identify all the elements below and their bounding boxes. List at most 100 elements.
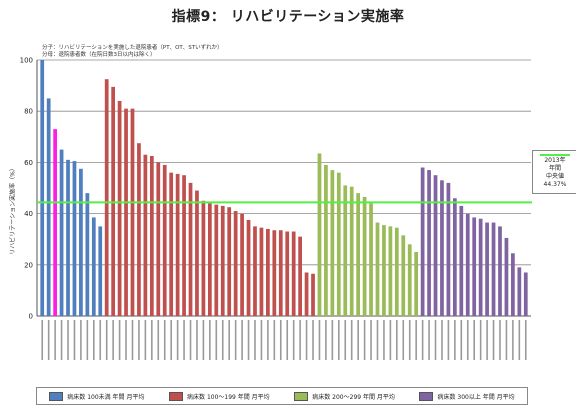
x-tick-label-placeholder — [189, 320, 192, 360]
x-tick-label-placeholder — [247, 320, 250, 360]
x-tick-label-placeholder — [138, 320, 140, 360]
x-tick-label-placeholder — [499, 320, 501, 360]
x-tick-label-placeholder — [279, 320, 282, 360]
bar-purple — [433, 175, 438, 316]
bar-purple — [427, 170, 431, 316]
bar-red — [246, 220, 251, 316]
x-tick-label-placeholder — [131, 320, 134, 360]
numerator-note: 分子：リハビリテーションを実施した退院患者（PT、OT、STいずれか） — [42, 45, 223, 51]
x-tick-label-placeholder — [260, 320, 263, 360]
legend-swatch-green — [294, 391, 309, 401]
bar-purple — [491, 222, 496, 316]
x-tick-label-placeholder — [434, 320, 437, 360]
x-tick-label-placeholder — [486, 320, 488, 360]
x-tick-label-placeholder — [67, 320, 69, 360]
legend-label-blue: 病床数 100未満 年間 月平均 — [67, 393, 145, 401]
x-tick-label-placeholder — [396, 320, 398, 360]
bar-green — [356, 193, 361, 316]
bar-red — [272, 230, 277, 316]
bar-red — [291, 231, 296, 316]
x-tick-label-placeholder — [505, 320, 508, 360]
x-tick-label-placeholder — [209, 320, 211, 360]
x-tick-label-placeholder — [512, 320, 514, 360]
x-tick-label-placeholder — [144, 320, 147, 360]
x-tick-label-placeholder — [176, 320, 179, 360]
chart-title: 指標9： リハビリテーション実施率 — [171, 9, 405, 25]
bar-green — [330, 170, 335, 316]
x-tick-label-placeholder — [41, 320, 44, 360]
bar-green — [382, 225, 386, 316]
bar-red — [201, 200, 206, 316]
bar-red — [169, 172, 174, 316]
legend-label-purple: 病床数 300以上 年間 月平均 — [437, 393, 515, 401]
legend: 病床数 100未満 年間 月平均 病床数 100〜199 年間 月平均 病床数 … — [36, 387, 528, 405]
bar-blue — [85, 193, 90, 316]
bar-green — [324, 164, 328, 316]
bar-purple — [478, 218, 483, 316]
bar-blue — [40, 60, 45, 316]
x-tick-label-placeholder — [363, 320, 366, 360]
x-tick-label-placeholder — [254, 320, 256, 360]
bar-red — [220, 205, 225, 316]
bar-red — [130, 108, 135, 316]
y-tick-label: 60 — [24, 159, 33, 167]
x-tick-label-placeholder — [267, 320, 269, 360]
x-tick-label-placeholder — [518, 320, 521, 360]
bar-blue — [79, 168, 83, 316]
bar-red — [214, 204, 219, 316]
y-tick-label: 100 — [20, 57, 33, 65]
x-tick-label-placeholder — [466, 320, 469, 360]
bar-blue — [91, 217, 96, 316]
bar-green — [414, 252, 419, 316]
bar-red — [233, 211, 238, 316]
x-tick-label-placeholder — [524, 320, 527, 360]
bar-red — [117, 100, 122, 317]
y-tick-label: 0 — [29, 313, 33, 321]
x-tick-label-placeholder — [86, 320, 89, 360]
x-tick-label-placeholder — [325, 320, 327, 360]
bar-blue — [98, 226, 103, 316]
bar-purple — [459, 205, 464, 316]
x-tick-label-placeholder — [370, 320, 372, 360]
median-period: 年間 — [548, 165, 561, 172]
x-tick-label-placeholder — [163, 320, 166, 360]
x-tick-label-placeholder — [105, 320, 108, 360]
x-tick-label-placeholder — [421, 320, 424, 360]
bar-red — [149, 156, 154, 316]
bar-red — [259, 227, 264, 316]
bar-purple — [517, 267, 522, 316]
bar-blue — [66, 159, 70, 316]
x-tick-label-placeholder — [479, 320, 482, 360]
x-tick-label-placeholder — [312, 320, 314, 360]
x-tick-label-placeholder — [170, 320, 172, 360]
x-tick-label-placeholder — [286, 320, 289, 360]
x-tick-label-placeholder — [338, 320, 340, 360]
x-tick-label-placeholder — [402, 320, 405, 360]
bar-red — [266, 228, 270, 316]
x-tick-label-placeholder — [292, 320, 295, 360]
bar-purple — [511, 253, 515, 316]
x-tick-label-placeholder — [454, 320, 456, 360]
x-tick-label-placeholder — [441, 320, 443, 360]
bar-blue — [46, 98, 51, 317]
x-tick-label-placeholder — [80, 320, 82, 360]
x-tick-label-placeholder — [383, 320, 385, 360]
x-tick-label-placeholder — [221, 320, 224, 360]
legend-item-green: 病床数 200〜299 年間 月平均 — [294, 391, 395, 401]
bar-red — [137, 143, 141, 316]
bar-red — [227, 207, 232, 316]
x-tick-label-placeholder — [234, 320, 237, 360]
x-tick-label-placeholder — [350, 320, 353, 360]
legend-item-red: 病床数 100〜199 年間 月平均 — [169, 391, 270, 401]
bar-red — [188, 182, 193, 316]
bar-red — [182, 175, 186, 316]
legend-swatch-red — [169, 391, 184, 401]
bar-red — [278, 230, 283, 316]
x-tick-label-placeholder — [47, 320, 50, 360]
x-tick-label-placeholder — [408, 320, 411, 360]
median-legend-box: 2013年 年間 中央値 44.37% — [532, 150, 576, 194]
bar-purple — [446, 182, 451, 316]
median-label: 中央値 — [545, 173, 564, 180]
x-tick-label-placeholder — [112, 320, 114, 360]
